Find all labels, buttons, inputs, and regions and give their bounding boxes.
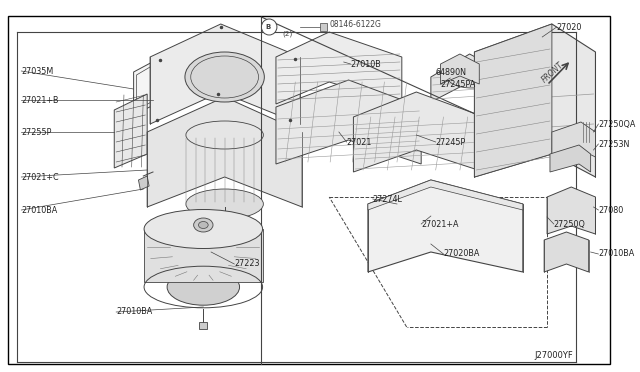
Ellipse shape [198,221,208,228]
Text: 08146-6122G: 08146-6122G [329,19,381,29]
Text: 27010B: 27010B [351,60,381,68]
Text: 27253N: 27253N [598,140,630,148]
Text: 27255P: 27255P [21,128,52,137]
Text: 27021: 27021 [347,138,372,147]
Text: 27250Q: 27250Q [554,219,586,228]
Bar [319,23,327,31]
Text: 27035M: 27035M [21,67,54,76]
Polygon shape [440,54,479,84]
Polygon shape [276,80,421,164]
Polygon shape [368,180,523,272]
Text: 27021+C: 27021+C [21,173,59,182]
Ellipse shape [185,52,264,102]
Polygon shape [544,232,589,272]
Text: J27000YF: J27000YF [534,351,573,360]
Polygon shape [547,187,595,234]
Polygon shape [115,94,147,168]
Polygon shape [550,145,591,172]
Text: 27021+B: 27021+B [21,96,59,105]
Text: 27010BA: 27010BA [116,308,152,317]
Circle shape [220,224,230,234]
Ellipse shape [186,189,264,219]
Polygon shape [276,32,402,104]
Ellipse shape [167,269,239,305]
Polygon shape [474,24,552,177]
Ellipse shape [144,209,262,248]
Text: 27020: 27020 [557,22,582,32]
Text: 27245PA: 27245PA [440,80,476,89]
Polygon shape [353,92,484,172]
Polygon shape [147,97,302,207]
Polygon shape [474,24,595,177]
Text: 27080: 27080 [598,205,623,215]
Polygon shape [552,122,595,157]
Text: B: B [266,24,271,30]
Polygon shape [368,180,523,210]
Ellipse shape [447,66,496,88]
Text: 27223: 27223 [234,260,260,269]
Text: FRONT: FRONT [540,60,566,84]
Bar [200,322,207,329]
Ellipse shape [194,218,213,232]
Polygon shape [134,58,160,115]
Polygon shape [144,229,262,282]
Text: 64890N: 64890N [436,67,467,77]
Polygon shape [431,54,513,102]
Text: 27020BA: 27020BA [444,250,480,259]
Text: 27021+A: 27021+A [421,219,459,228]
Text: (2): (2) [283,31,293,37]
Text: 27010BA: 27010BA [21,205,58,215]
Circle shape [261,19,277,35]
Text: 27250QA: 27250QA [598,119,636,128]
Polygon shape [138,176,149,190]
Text: 27010BA: 27010BA [598,250,635,259]
Polygon shape [150,24,300,124]
Text: 27274L: 27274L [372,195,403,203]
Text: 27245P: 27245P [436,138,466,147]
